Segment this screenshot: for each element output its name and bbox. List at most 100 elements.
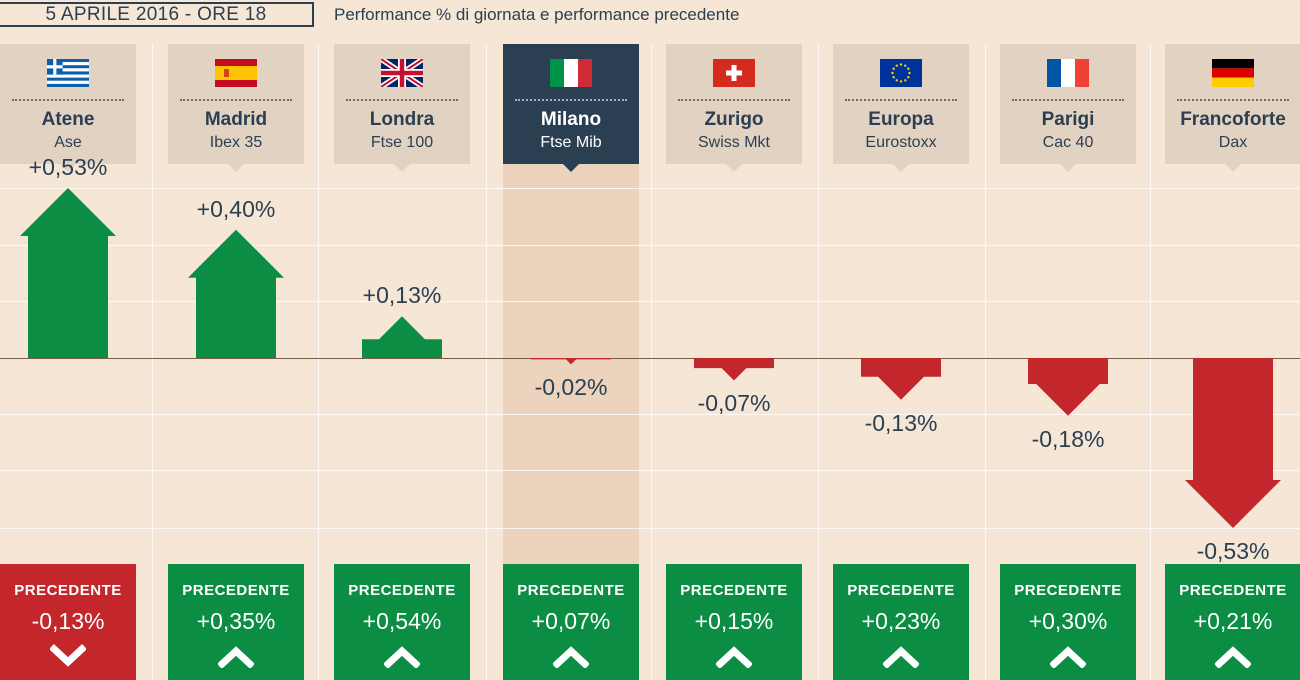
header-pointer — [893, 164, 909, 172]
data-label-europa: -0,13% — [864, 409, 938, 436]
uk-flag — [379, 56, 425, 90]
data-label-milano: -0,02% — [534, 374, 608, 401]
tick-label-index: Ftse Mib — [540, 134, 602, 151]
dotted-divider — [678, 99, 790, 101]
france-flag — [1047, 59, 1089, 87]
previous-box-europa: PRECEDENTE +0,23% — [833, 564, 969, 680]
previous-box-zurigo: PRECEDENTE +0,15% — [666, 564, 802, 680]
header-pointer — [726, 164, 742, 172]
bar-arrow-londra — [362, 316, 442, 358]
market-header-londra: Londra Ftse 100 — [334, 44, 470, 172]
tick-label-index: Eurostoxx — [865, 134, 937, 151]
column-separator — [318, 44, 319, 680]
grid-line — [0, 301, 1300, 302]
previous-value: -0,13% — [31, 608, 105, 634]
bar-arrow-milano — [531, 358, 611, 365]
chevron-up-icon — [552, 644, 590, 669]
previous-value: +0,21% — [1193, 608, 1273, 634]
market-header-europa: Europa Eurostoxx — [833, 44, 969, 172]
previous-box-londra: PRECEDENTE +0,54% — [334, 564, 470, 680]
previous-value: +0,23% — [861, 608, 941, 634]
data-label-parigi: -0,18% — [1031, 425, 1105, 452]
previous-title: PRECEDENTE — [847, 582, 955, 599]
grid-line — [0, 188, 1300, 189]
tick-label-index: Ftse 100 — [370, 134, 434, 151]
tick-label-city: Madrid — [204, 109, 268, 130]
tick-label-index: Ase — [54, 134, 82, 151]
chevron-up-icon — [1049, 644, 1087, 669]
chevron-up-icon — [882, 644, 920, 669]
bar-arrow-francoforte — [1185, 358, 1281, 528]
grid-line — [0, 470, 1300, 471]
chevron-up-icon — [715, 644, 753, 669]
previous-value: +0,35% — [196, 608, 276, 634]
previous-box-atene: PRECEDENTE -0,13% — [0, 564, 136, 680]
tick-label-city: Parigi — [1041, 109, 1095, 130]
greece-flag — [47, 59, 89, 87]
grid-line — [0, 245, 1300, 246]
eu-flag — [880, 59, 922, 87]
market-header-madrid: Madrid Ibex 35 — [168, 44, 304, 172]
header-pointer — [1225, 164, 1241, 172]
spain-flag — [215, 59, 257, 87]
chevron-up-icon — [217, 644, 255, 669]
previous-title: PRECEDENTE — [348, 582, 456, 599]
tick-label-city: Europa — [868, 109, 934, 130]
previous-value: +0,15% — [694, 608, 774, 634]
grid-line — [0, 414, 1300, 415]
data-label-londra: +0,13% — [362, 282, 442, 309]
tick-label-index: Swiss Mkt — [698, 134, 770, 151]
bar-arrow-europa — [861, 358, 941, 400]
bar-arrow-zurigo — [694, 358, 774, 381]
bar-arrow-madrid — [188, 229, 284, 358]
market-header-zurigo: Zurigo Swiss Mkt — [666, 44, 802, 172]
column-separator — [486, 44, 487, 680]
bar-arrow-parigi — [1028, 358, 1108, 416]
tick-label-index: Cac 40 — [1042, 134, 1094, 151]
previous-title: PRECEDENTE — [680, 582, 788, 599]
tick-label-city: Atene — [41, 109, 95, 130]
previous-title: PRECEDENTE — [182, 582, 290, 599]
market-header-milano: Milano Ftse Mib — [503, 44, 639, 172]
dotted-divider — [515, 99, 627, 101]
dotted-divider — [346, 99, 458, 101]
previous-box-milano: PRECEDENTE +0,07% — [503, 564, 639, 680]
tick-label-city: Francoforte — [1180, 109, 1286, 130]
header-pointer — [1060, 164, 1076, 172]
tick-label-city: Londra — [369, 109, 435, 130]
dotted-divider — [845, 99, 957, 101]
germany-flag — [1212, 59, 1254, 87]
header-pointer — [563, 164, 579, 172]
previous-box-madrid: PRECEDENTE +0,35% — [168, 564, 304, 680]
chevron-up-icon — [383, 644, 421, 669]
market-header-francoforte: Francoforte Dax — [1165, 44, 1300, 172]
previous-box-parigi: PRECEDENTE +0,30% — [1000, 564, 1136, 680]
market-header-atene: Atene Ase — [0, 44, 136, 172]
column-separator — [818, 44, 819, 680]
chevron-up-icon — [1214, 644, 1252, 669]
market-header-parigi: Parigi Cac 40 — [1000, 44, 1136, 172]
previous-value: +0,30% — [1028, 608, 1108, 634]
column-separator — [1150, 44, 1151, 680]
italy-flag — [550, 59, 592, 87]
chart-subtitle: Performance % di giornata e performance … — [334, 5, 740, 24]
previous-box-francoforte: PRECEDENTE +0,21% — [1165, 564, 1300, 680]
column-separator — [985, 44, 986, 680]
column-separator — [651, 44, 652, 680]
data-label-madrid: +0,40% — [196, 195, 276, 222]
previous-value: +0,54% — [362, 608, 442, 634]
header-pointer — [394, 164, 410, 172]
tick-label-index: Ibex 35 — [209, 134, 263, 151]
dotted-divider — [1177, 99, 1289, 101]
data-label-atene: +0,53% — [28, 154, 108, 180]
data-label-francoforte: -0,53% — [1196, 538, 1270, 564]
switzerland-flag — [713, 59, 755, 87]
dotted-divider — [1012, 99, 1124, 101]
previous-title: PRECEDENTE — [1179, 582, 1287, 599]
dotted-divider — [12, 99, 124, 101]
grid-line — [0, 528, 1300, 529]
header-pointer — [60, 164, 76, 172]
header-pointer — [228, 164, 244, 172]
